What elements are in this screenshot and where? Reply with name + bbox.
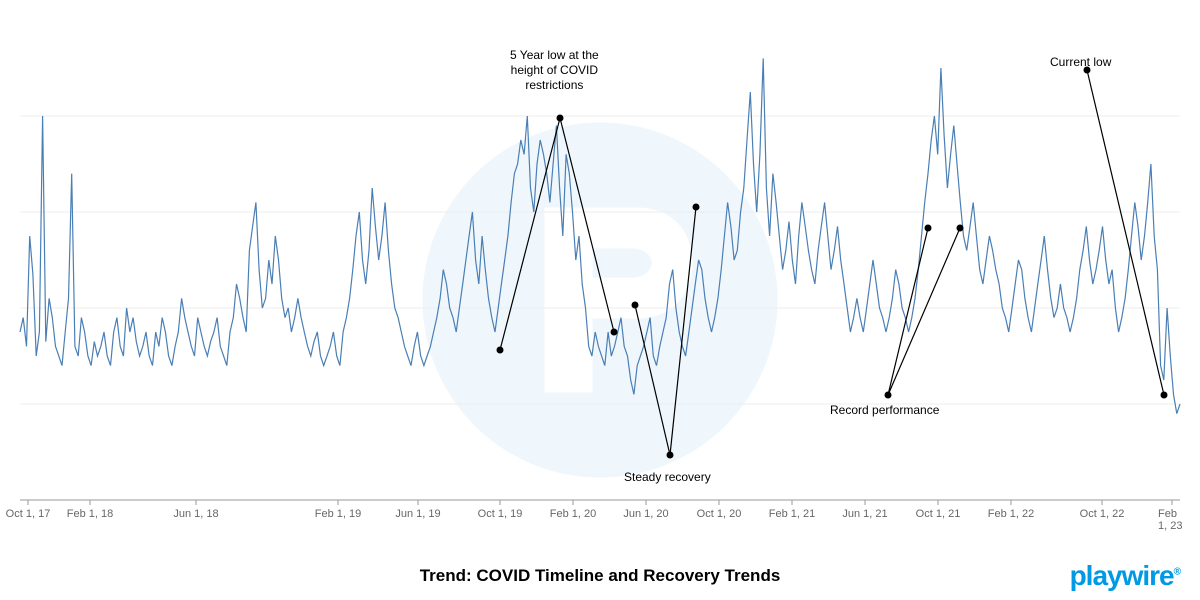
- playwire-logo: playwire®: [1070, 560, 1180, 592]
- x-axis-tick-label: Feb 1, 18: [67, 508, 113, 520]
- annotation-target-dot: [693, 204, 700, 211]
- x-axis-tick-label: Feb 1, 19: [315, 508, 361, 520]
- x-axis-tick-label: Jun 1, 19: [395, 508, 440, 520]
- covid-trend-chart: Oct 1, 17 Feb 1, 18 Jun 1, 18 Feb 1, 19 Jun …: [0, 0, 1200, 600]
- x-axis-tick-label: Jun 1, 20: [623, 508, 668, 520]
- x-axis-tick-label: Feb 1, 22: [988, 508, 1034, 520]
- x-axis-tick-label: Feb 1, 23: [1158, 508, 1186, 532]
- annotation-label: Current low: [1050, 55, 1111, 70]
- chart-title: Trend: COVID Timeline and Recovery Trend…: [420, 566, 781, 586]
- annotation-apex-dot: [667, 452, 674, 459]
- x-axis-tick-label: Jun 1, 18: [173, 508, 218, 520]
- x-axis-tick-label: Jun 1, 21: [842, 508, 887, 520]
- x-axis-tick-label: Oct 1, 22: [1080, 508, 1125, 520]
- annotation-target-dot: [1161, 392, 1168, 399]
- chart-plot-area: [0, 0, 1200, 560]
- annotation-apex-dot: [885, 392, 892, 399]
- x-axis-tick-label: Feb 1, 20: [550, 508, 596, 520]
- annotation-label: Record performance: [830, 403, 939, 418]
- annotation-target-dot: [925, 225, 932, 232]
- annotation-label: Steady recovery: [624, 470, 711, 485]
- x-axis-tick-label: Oct 1, 20: [697, 508, 742, 520]
- x-axis-tick-label: Oct 1, 17: [6, 508, 51, 520]
- x-axis-tick-label: Oct 1, 21: [916, 508, 961, 520]
- annotation-label: 5 Year low at the height of COVID restri…: [510, 48, 599, 93]
- annotation-target-dot: [497, 347, 504, 354]
- annotation-target-dot: [632, 302, 639, 309]
- annotation-target-dot: [957, 225, 964, 232]
- annotation-target-dot: [611, 329, 618, 336]
- annotation-apex-dot: [557, 115, 564, 122]
- x-axis-tick-label: Feb 1, 21: [769, 508, 815, 520]
- x-axis-tick-label: Oct 1, 19: [478, 508, 523, 520]
